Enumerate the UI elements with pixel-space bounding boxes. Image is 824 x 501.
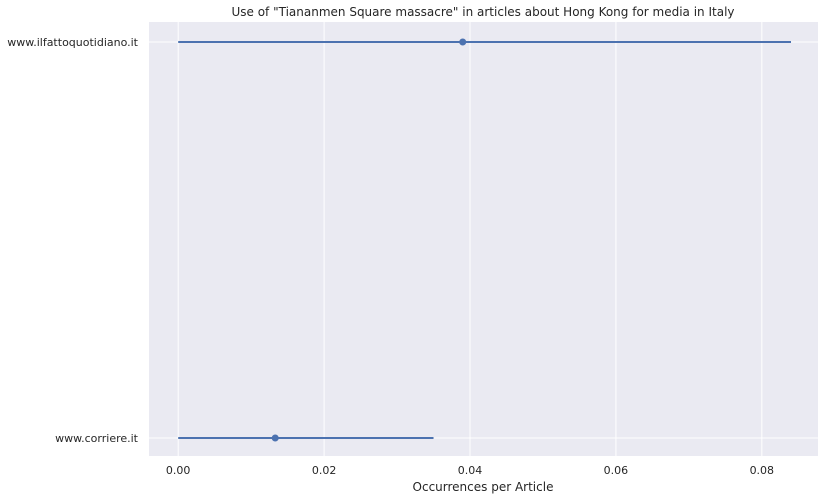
y-tick-label: www.corriere.it	[55, 432, 139, 445]
x-tick-label: 0.08	[750, 464, 775, 477]
plot-background	[149, 22, 818, 456]
x-tick-labels: 0.00 0.02 0.04 0.06 0.08	[166, 464, 774, 477]
y-tick-labels: www.ilfattoquotidiano.it www.corriere.it	[7, 36, 138, 445]
data-point	[271, 434, 279, 442]
x-tick-label: 0.04	[458, 464, 483, 477]
x-tick-label: 0.00	[166, 464, 191, 477]
data-point	[459, 38, 467, 46]
x-tick-label: 0.06	[604, 464, 629, 477]
chart-title: Use of "Tiananmen Square massacre" in ar…	[231, 5, 734, 19]
x-tick-label: 0.02	[312, 464, 337, 477]
data-marks	[178, 38, 792, 442]
x-axis-label: Occurrences per Article	[413, 480, 554, 494]
y-tick-label: www.ilfattoquotidiano.it	[7, 36, 138, 49]
